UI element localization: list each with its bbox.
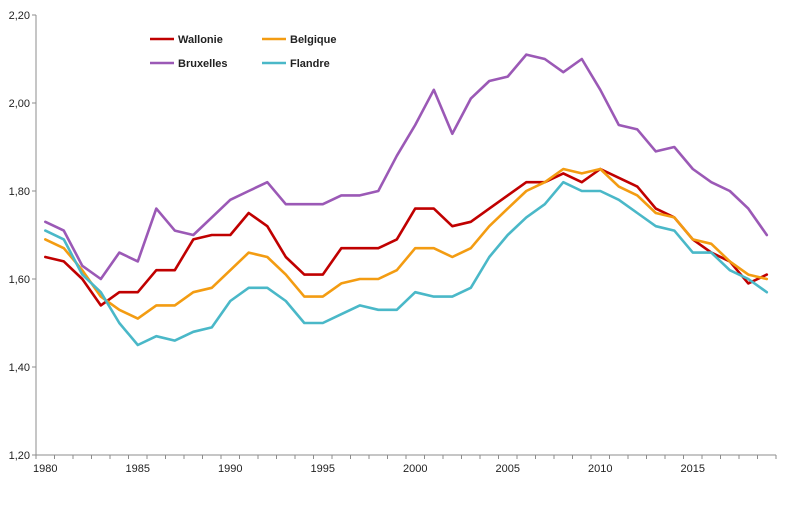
y-tick-label: 1,40 <box>9 362 30 374</box>
legend: Wallonie Belgique Bruxelles Flandre <box>150 34 336 70</box>
y-tick-label: 2,00 <box>9 98 30 110</box>
y-tick-label: 1,80 <box>9 186 30 198</box>
x-tick-label: 1995 <box>311 463 335 475</box>
x-tick-label: 2010 <box>588 463 612 475</box>
axes: 1,20 1,40 1,60 1,80 2,00 2,20 1980 1985 1990 1995… <box>9 10 777 475</box>
series-lines <box>43 53 769 347</box>
y-tick-label: 1,20 <box>9 450 30 462</box>
legend-label-wallonie: Wallonie <box>178 34 223 46</box>
series-line-bruxelles <box>43 53 769 281</box>
x-tick-label: 1980 <box>33 463 57 475</box>
x-tick-label: 2005 <box>496 463 520 475</box>
x-tick-label: 1990 <box>218 463 242 475</box>
legend-label-belgique: Belgique <box>290 34 336 46</box>
series-line-wallonie <box>43 167 769 307</box>
legend-label-flandre: Flandre <box>290 58 330 70</box>
x-tick-label: 1985 <box>126 463 150 475</box>
legend-label-bruxelles: Bruxelles <box>178 58 228 70</box>
y-tick-label: 2,20 <box>9 10 30 22</box>
y-tick-label: 1,60 <box>9 274 30 286</box>
x-tick-label: 2000 <box>403 463 427 475</box>
series-line-belgique <box>43 167 769 320</box>
x-tick-label: 2015 <box>681 463 705 475</box>
series-line-flandre <box>43 180 769 347</box>
